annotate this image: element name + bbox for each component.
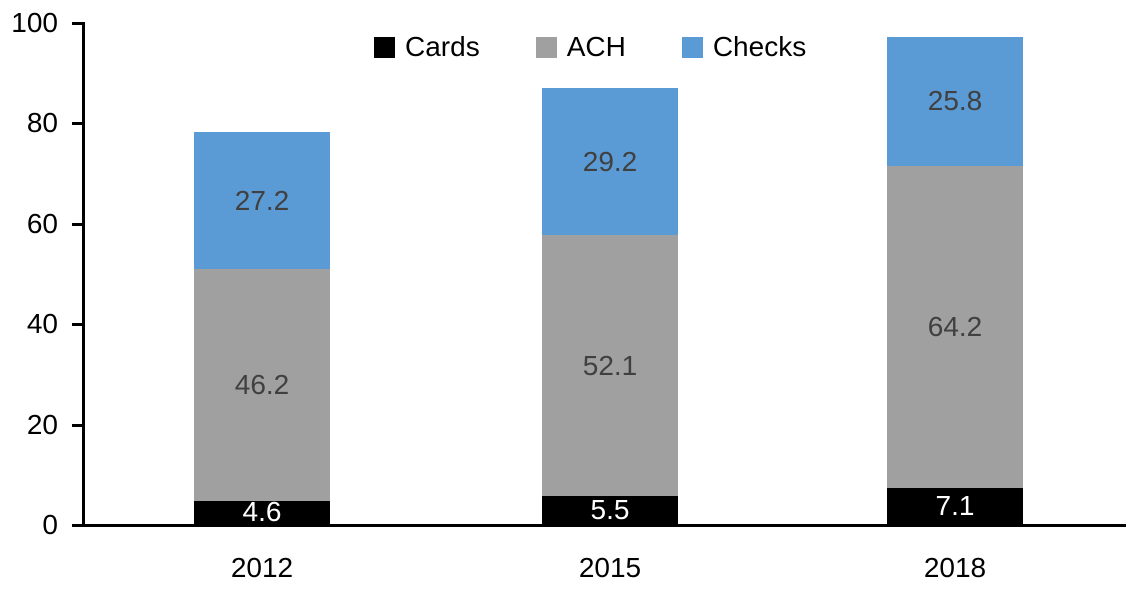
- y-axis-line: [82, 22, 85, 527]
- legend: Cards ACH Checks: [374, 32, 806, 62]
- x-axis-label-2015: 2015: [578, 552, 642, 583]
- y-axis-tick: [72, 122, 82, 126]
- y-axis-tick: [72, 222, 82, 226]
- y-axis-tick: [72, 22, 82, 25]
- legend-label: Checks: [712, 31, 807, 62]
- y-axis-tick-label: 100: [11, 7, 58, 38]
- bar-segment-checks-2012: 27.2: [194, 132, 330, 269]
- y-axis-tick-label: 60: [26, 207, 58, 239]
- legend-item-checks: Checks: [681, 31, 807, 62]
- bar-segment-ach-2018: 64.2: [887, 166, 1023, 489]
- bar-value-label: 7.1: [935, 490, 975, 522]
- x-axis-label-2012: 2012: [230, 552, 294, 583]
- y-axis-tick-label: 40: [26, 308, 58, 340]
- bar-value-label: 25.8: [927, 85, 983, 117]
- bar-segment-cards-2015: 5.5: [542, 496, 678, 524]
- x-axis-line: [72, 524, 1126, 527]
- legend-swatch-icon: [374, 36, 395, 58]
- bar-segment-ach-2012: 46.2: [194, 268, 330, 501]
- bar-value-label: 64.2: [927, 311, 983, 343]
- bar-value-label: 29.2: [582, 145, 638, 177]
- bar-value-label: 46.2: [234, 368, 290, 400]
- legend-swatch-icon: [535, 36, 557, 58]
- legend-label: ACH: [566, 31, 626, 62]
- legend-item-ach: ACH: [535, 31, 626, 62]
- legend-item-cards: Cards: [374, 32, 480, 62]
- y-axis-tick-label: 20: [26, 408, 58, 440]
- bar-value-label: 52.1: [582, 349, 638, 381]
- y-axis-tick: [72, 323, 82, 327]
- y-axis-tick-label: 0: [42, 509, 58, 540]
- bar-segment-ach-2015: 52.1: [542, 234, 678, 497]
- legend-label: Cards: [405, 31, 480, 62]
- bar-segment-checks-2015: 29.2: [542, 88, 678, 235]
- bar-value-label: 5.5: [590, 494, 630, 526]
- y-axis-tick-label: 80: [26, 107, 58, 139]
- bar-segment-cards-2018: 7.1: [887, 488, 1023, 524]
- y-axis-tick: [72, 423, 82, 427]
- legend-swatch-icon: [681, 36, 703, 58]
- x-axis-label-2018: 2018: [923, 552, 987, 583]
- bar-value-label: 27.2: [234, 184, 290, 216]
- bar-segment-cards-2012: 4.6: [194, 496, 330, 528]
- y-axis-tick: [72, 524, 82, 527]
- bar-value-label: 4.6: [242, 496, 282, 528]
- bar-segment-checks-2018: 25.8: [887, 36, 1023, 167]
